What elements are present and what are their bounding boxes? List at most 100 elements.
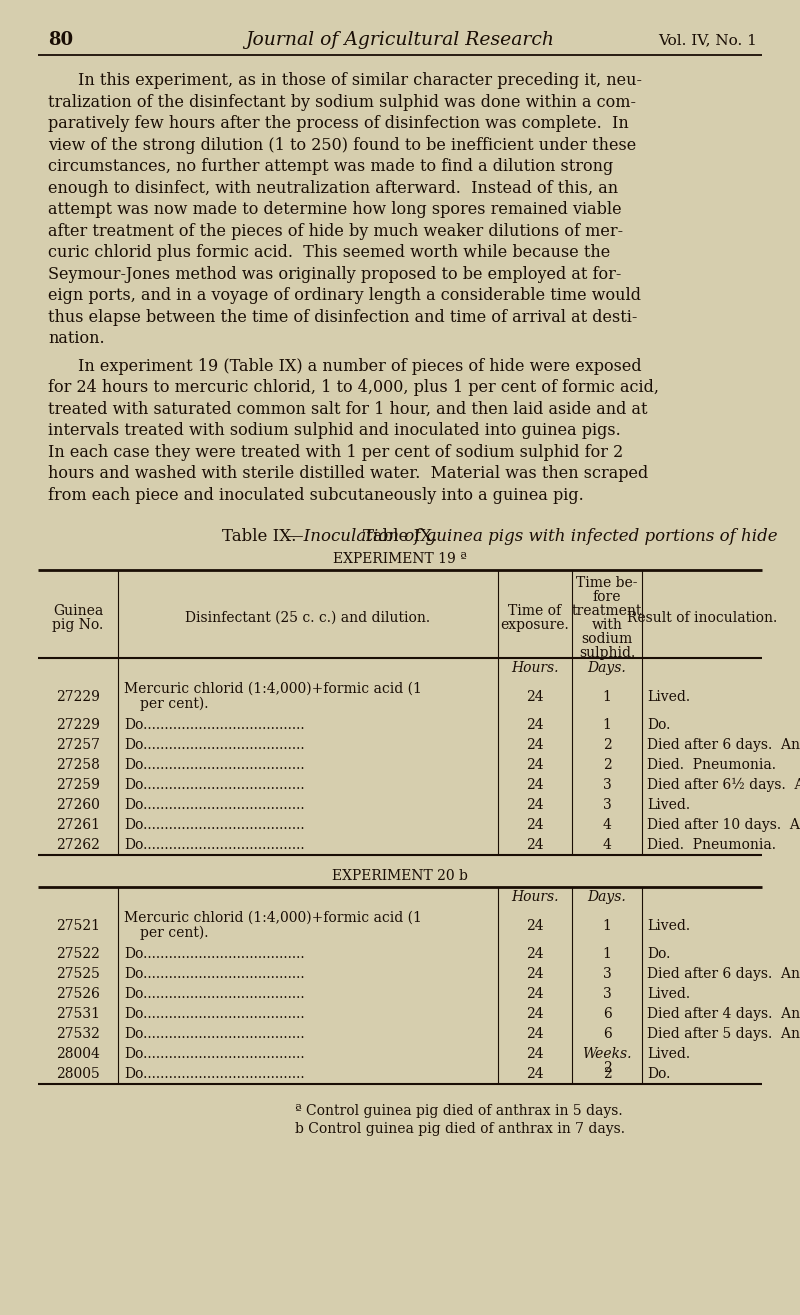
Text: Days.: Days. — [588, 661, 626, 675]
Text: Do......................................: Do...................................... — [124, 757, 305, 772]
Text: 1: 1 — [602, 947, 611, 961]
Text: Lived.: Lived. — [647, 988, 690, 1001]
Text: pig No.: pig No. — [52, 618, 104, 633]
Text: 27229: 27229 — [56, 690, 100, 704]
Text: EXPERIMENT 20 b: EXPERIMENT 20 b — [332, 869, 468, 882]
Text: Lived.: Lived. — [647, 690, 690, 704]
Text: Lived.: Lived. — [647, 1047, 690, 1061]
Text: intervals treated with sodium sulphid and inoculated into guinea pigs.: intervals treated with sodium sulphid an… — [48, 422, 621, 439]
Text: 27258: 27258 — [56, 757, 100, 772]
Text: In each case they were treated with 1 per cent of sodium sulphid for 2: In each case they were treated with 1 pe… — [48, 443, 623, 460]
Text: treated with saturated common salt for 1 hour, and then laid aside and at: treated with saturated common salt for 1… — [48, 401, 647, 417]
Text: ª Control guinea pig died of anthrax in 5 days.: ª Control guinea pig died of anthrax in … — [295, 1105, 622, 1118]
Text: per cent).: per cent). — [140, 697, 209, 711]
Text: Time be-: Time be- — [576, 576, 638, 590]
Text: hours and washed with sterile distilled water.  Material was then scraped: hours and washed with sterile distilled … — [48, 466, 648, 483]
Text: Lived.: Lived. — [647, 919, 690, 934]
Text: 6: 6 — [602, 1007, 611, 1020]
Text: Do.: Do. — [647, 947, 670, 961]
Text: b Control guinea pig died of anthrax in 7 days.: b Control guinea pig died of anthrax in … — [295, 1122, 625, 1136]
Text: 24: 24 — [526, 1066, 544, 1081]
Text: Died after 6 days.  Anthrax.: Died after 6 days. Anthrax. — [647, 738, 800, 752]
Text: Do......................................: Do...................................... — [124, 798, 305, 811]
Text: tralization of the disinfectant by sodium sulphid was done within a com­: tralization of the disinfectant by sodiu… — [48, 93, 636, 110]
Text: Died.  Pneumonia.: Died. Pneumonia. — [647, 757, 776, 772]
Text: 1: 1 — [602, 919, 611, 934]
Text: 4: 4 — [602, 838, 611, 852]
Text: Hours.: Hours. — [511, 890, 558, 903]
Text: 2: 2 — [602, 757, 611, 772]
Text: Do......................................: Do...................................... — [124, 818, 305, 832]
Text: 80: 80 — [48, 32, 73, 49]
Text: 24: 24 — [526, 919, 544, 934]
Text: Do......................................: Do...................................... — [124, 1027, 305, 1041]
Text: 27257: 27257 — [56, 738, 100, 752]
Text: view of the strong dilution (1 to 250) found to be inefficient under these: view of the strong dilution (1 to 250) f… — [48, 137, 636, 154]
Text: 27259: 27259 — [56, 778, 100, 792]
Text: paratively few hours after the process of disinfection was complete.  In: paratively few hours after the process o… — [48, 114, 629, 132]
Text: 28004: 28004 — [56, 1047, 100, 1061]
Text: after treatment of the pieces of hide by much weaker dilutions of mer­: after treatment of the pieces of hide by… — [48, 222, 623, 239]
Text: Do......................................: Do...................................... — [124, 1066, 305, 1081]
Text: 27525: 27525 — [56, 967, 100, 981]
Text: Seymour-Jones method was originally proposed to be employed at for­: Seymour-Jones method was originally prop… — [48, 266, 622, 283]
Text: 24: 24 — [526, 757, 544, 772]
Text: eign ports, and in a voyage of ordinary length a considerable time would: eign ports, and in a voyage of ordinary … — [48, 287, 641, 304]
Text: Do......................................: Do...................................... — [124, 738, 305, 752]
Text: curic chlorid plus formic acid.  This seemed worth while because the: curic chlorid plus formic acid. This see… — [48, 245, 610, 260]
Text: Hours.: Hours. — [511, 661, 558, 675]
Text: 24: 24 — [526, 798, 544, 811]
Text: Weeks.: Weeks. — [582, 1047, 632, 1061]
Text: Do......................................: Do...................................... — [124, 778, 305, 792]
Text: 2: 2 — [602, 738, 611, 752]
Text: per cent).: per cent). — [140, 926, 209, 940]
Text: Time of: Time of — [509, 604, 562, 618]
Text: 2: 2 — [602, 1066, 611, 1081]
Text: Do......................................: Do...................................... — [124, 1047, 305, 1061]
Text: Do......................................: Do...................................... — [124, 1007, 305, 1020]
Text: Table IX.: Table IX. — [222, 529, 296, 544]
Text: 24: 24 — [526, 778, 544, 792]
Text: 1: 1 — [602, 718, 611, 732]
Text: 3: 3 — [602, 778, 611, 792]
Text: 24: 24 — [526, 838, 544, 852]
Text: Mercuric chlorid (1:4,000)+formic acid (1: Mercuric chlorid (1:4,000)+formic acid (… — [124, 911, 422, 924]
Text: Disinfectant (25 c. c.) and dilution.: Disinfectant (25 c. c.) and dilution. — [186, 611, 430, 625]
Text: 24: 24 — [526, 1027, 544, 1041]
Text: 3: 3 — [602, 967, 611, 981]
Text: 27531: 27531 — [56, 1007, 100, 1020]
Text: Guinea: Guinea — [53, 604, 103, 618]
Text: Days.: Days. — [588, 890, 626, 903]
Text: 27260: 27260 — [56, 798, 100, 811]
Text: Died after 4 days.  Anthrax.: Died after 4 days. Anthrax. — [647, 1007, 800, 1020]
Text: Do......................................: Do...................................... — [124, 947, 305, 961]
Text: Vol. IV, No. 1: Vol. IV, No. 1 — [658, 33, 757, 47]
Text: 27526: 27526 — [56, 988, 100, 1001]
Text: 27262: 27262 — [56, 838, 100, 852]
Text: 24: 24 — [526, 1047, 544, 1061]
Text: circumstances, no further attempt was made to find a dilution strong: circumstances, no further attempt was ma… — [48, 158, 614, 175]
Text: In this experiment, as in those of similar character preceding it, neu­: In this experiment, as in those of simil… — [78, 72, 642, 89]
Text: Do.: Do. — [647, 1066, 670, 1081]
Text: thus elapse between the time of disinfection and time of arrival at desti­: thus elapse between the time of disinfec… — [48, 309, 638, 326]
Text: Do......................................: Do...................................... — [124, 718, 305, 732]
Text: 27522: 27522 — [56, 947, 100, 961]
Text: nation.: nation. — [48, 330, 105, 347]
Text: 24: 24 — [526, 947, 544, 961]
Text: Table IX.: Table IX. — [363, 529, 437, 544]
Text: 27532: 27532 — [56, 1027, 100, 1041]
Text: —Inoculation of guinea pigs with infected portions of hide: —Inoculation of guinea pigs with infecte… — [287, 529, 778, 544]
Text: 24: 24 — [526, 988, 544, 1001]
Text: with: with — [591, 618, 622, 633]
Text: Do......................................: Do...................................... — [124, 838, 305, 852]
Text: enough to disinfect, with neutralization afterward.  Instead of this, an: enough to disinfect, with neutralization… — [48, 180, 618, 196]
Text: 24: 24 — [526, 1007, 544, 1020]
Text: 3: 3 — [602, 988, 611, 1001]
Text: Do......................................: Do...................................... — [124, 988, 305, 1001]
Text: Died.  Pneumonia.: Died. Pneumonia. — [647, 838, 776, 852]
Text: EXPERIMENT 19 ª: EXPERIMENT 19 ª — [333, 552, 467, 565]
Text: Do......................................: Do...................................... — [124, 967, 305, 981]
Text: 2: 2 — [602, 1061, 611, 1074]
Text: Died after 5 days.  Anthrax.: Died after 5 days. Anthrax. — [647, 1027, 800, 1041]
Text: Died after 10 days.  Anthrax.: Died after 10 days. Anthrax. — [647, 818, 800, 832]
